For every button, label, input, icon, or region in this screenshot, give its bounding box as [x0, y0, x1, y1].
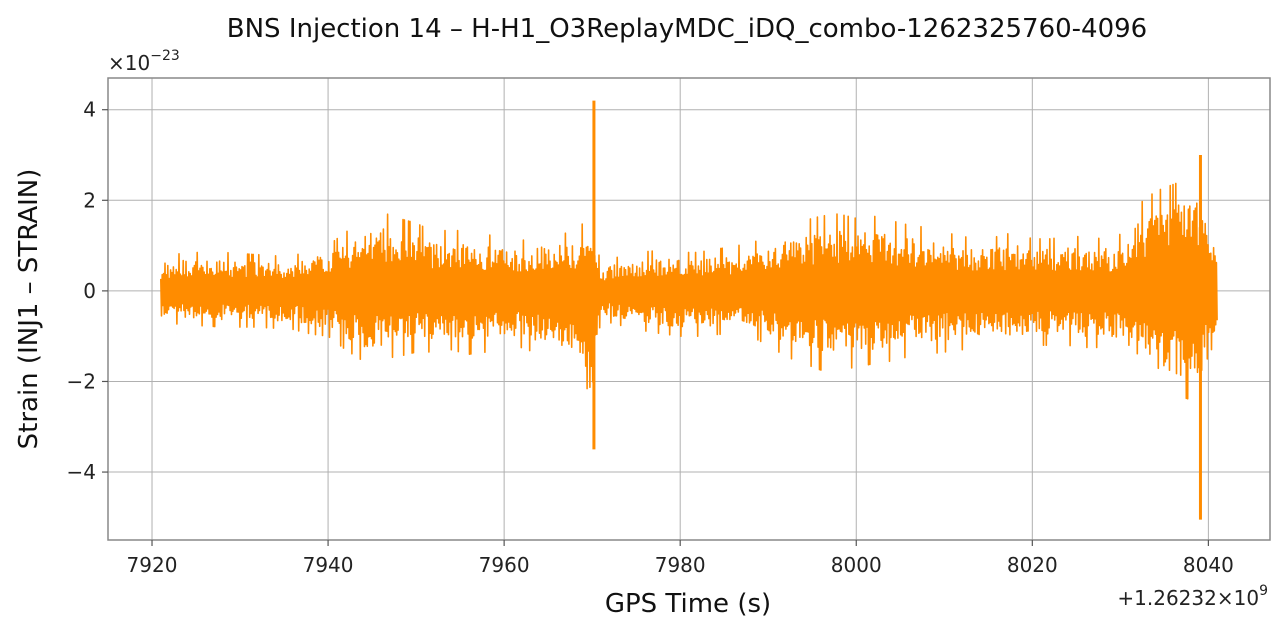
y-tick-label: 2 — [83, 188, 96, 212]
y-tick-label: −4 — [67, 460, 96, 484]
y-axis-multiplier-exponent: −23 — [150, 48, 180, 64]
y-axis-ticks: −4 −2 0 2 4 — [67, 98, 108, 484]
y-axis-multiplier-base: ×10 — [108, 51, 150, 75]
x-axis-label: GPS Time (s) — [605, 589, 771, 619]
strain-line — [160, 182, 1218, 400]
x-axis-offset: +1.26232×109 — [1117, 583, 1268, 610]
y-tick-label: 0 — [83, 279, 96, 303]
x-tick-label: 7960 — [479, 553, 530, 577]
y-tick-label: 4 — [83, 98, 96, 122]
x-axis-offset-exponent: 9 — [1259, 583, 1268, 599]
series-strain — [160, 100, 1218, 520]
x-tick-label: 7940 — [303, 553, 354, 577]
x-tick-label: 8000 — [831, 553, 882, 577]
plot-frame — [107, 77, 1271, 541]
y-axis-label: Strain (INJ1 – STRAIN) — [14, 169, 44, 450]
x-axis-offset-times: ×10 — [1217, 586, 1259, 610]
x-tick-label: 7920 — [127, 553, 178, 577]
x-tick-label: 7980 — [655, 553, 706, 577]
y-axis-multiplier: ×10−23 — [108, 48, 180, 75]
x-axis-ticks: 7920 7940 7960 7980 8000 8020 8040 — [127, 540, 1234, 577]
x-tick-label: 8020 — [1007, 553, 1058, 577]
y-tick-label: −2 — [67, 369, 96, 393]
chart-title: BNS Injection 14 – H-H1_O3ReplayMDC_iDQ_… — [227, 14, 1147, 44]
x-axis-offset-value: +1.26232 — [1117, 586, 1216, 610]
x-tick-label: 8040 — [1183, 553, 1234, 577]
